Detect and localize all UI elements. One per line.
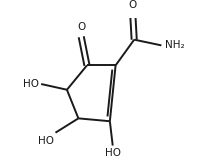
Text: HO: HO <box>105 148 121 158</box>
Text: HO: HO <box>23 79 39 89</box>
Text: HO: HO <box>38 136 54 145</box>
Text: O: O <box>77 22 85 32</box>
Text: NH₂: NH₂ <box>165 40 185 50</box>
Text: O: O <box>129 0 137 10</box>
